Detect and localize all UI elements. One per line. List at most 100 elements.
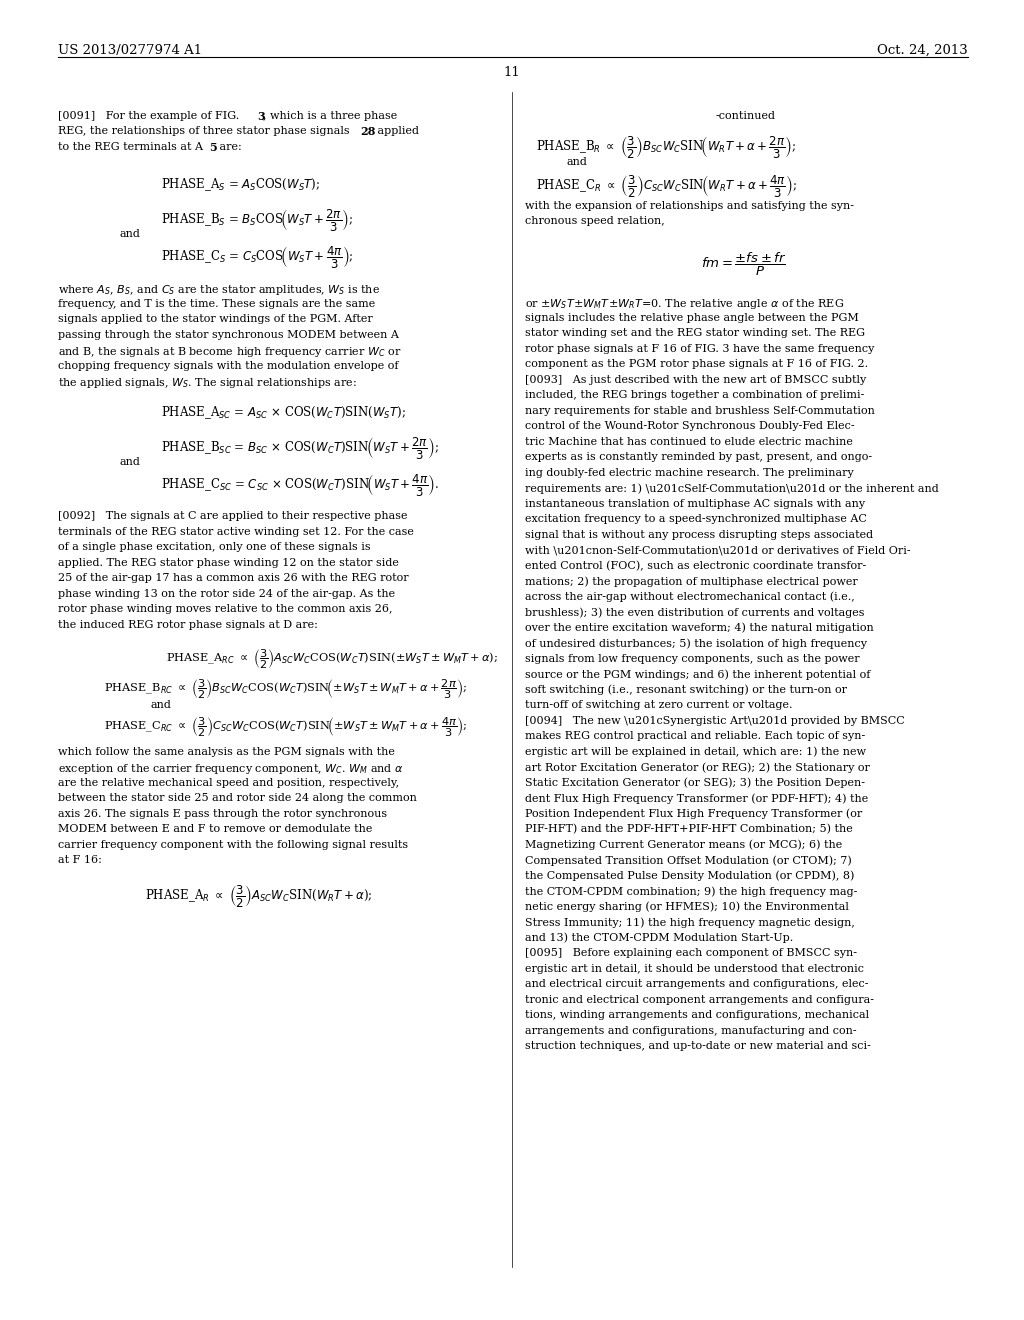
- Text: PHASE_B$_R$ $\propto$ $\left(\dfrac{3}{2}\right)$$B_{SC}W_C$SIN$\!\left(W_R T+\a: PHASE_B$_R$ $\propto$ $\left(\dfrac{3}{2…: [536, 135, 796, 160]
- Text: [0092]   The signals at C are applied to their respective phase: [0092] The signals at C are applied to t…: [58, 511, 408, 521]
- Text: Oct. 24, 2013: Oct. 24, 2013: [877, 44, 968, 57]
- Text: US 2013/0277974 A1: US 2013/0277974 A1: [58, 44, 203, 57]
- Text: PHASE_B$_{SC}$ = $B_{SC}$ $\times$ COS($W_C T$)SIN$\!\left(W_S T+\dfrac{2\pi}{3}: PHASE_B$_{SC}$ = $B_{SC}$ $\times$ COS($…: [161, 436, 438, 461]
- Text: MODEM between E and F to remove or demodulate the: MODEM between E and F to remove or demod…: [58, 825, 373, 834]
- Text: to the REG terminals at A: to the REG terminals at A: [58, 143, 207, 152]
- Text: tions, winding arrangements and configurations, mechanical: tions, winding arrangements and configur…: [525, 1011, 869, 1020]
- Text: with the expansion of relationships and satisfying the syn-: with the expansion of relationships and …: [525, 201, 854, 211]
- Text: included, the REG brings together a combination of prelimi-: included, the REG brings together a comb…: [525, 391, 864, 400]
- Text: and 13) the CTOM-CPDM Modulation Start-Up.: and 13) the CTOM-CPDM Modulation Start-U…: [525, 933, 794, 944]
- Text: the induced REG rotor phase signals at D are:: the induced REG rotor phase signals at D…: [58, 619, 318, 630]
- Text: the CTOM-CPDM combination; 9) the high frequency mag-: the CTOM-CPDM combination; 9) the high f…: [525, 887, 858, 898]
- Text: signal that is without any process disrupting steps associated: signal that is without any process disru…: [525, 529, 873, 540]
- Text: PHASE_A$_R$ $\propto$ $\left(\dfrac{3}{2}\right)$$A_{SC}W_C$SIN($W_R T+\alpha$);: PHASE_A$_R$ $\propto$ $\left(\dfrac{3}{2…: [145, 883, 373, 909]
- Text: brushless); 3) the even distribution of currents and voltages: brushless); 3) the even distribution of …: [525, 607, 865, 618]
- Text: source or the PGM windings; and 6) the inherent potential of: source or the PGM windings; and 6) the i…: [525, 669, 870, 680]
- Text: PIF-HFT) and the PDF-HFT+PIF-HFT Combination; 5) the: PIF-HFT) and the PDF-HFT+PIF-HFT Combina…: [525, 825, 853, 834]
- Text: and: and: [151, 701, 171, 710]
- Text: of a single phase excitation, only one of these signals is: of a single phase excitation, only one o…: [58, 543, 371, 552]
- Text: ented Control (FOC), such as electronic coordinate transfor-: ented Control (FOC), such as electronic …: [525, 561, 866, 572]
- Text: -continued: -continued: [716, 111, 775, 121]
- Text: rotor phase signals at F 16 of FIG. 3 have the same frequency: rotor phase signals at F 16 of FIG. 3 ha…: [525, 343, 874, 354]
- Text: arrangements and configurations, manufacturing and con-: arrangements and configurations, manufac…: [525, 1026, 857, 1036]
- Text: PHASE_C$_{SC}$ = $C_{SC}$ $\times$ COS($W_C T$)SIN$\!\left(W_S T+\dfrac{4\pi}{3}: PHASE_C$_{SC}$ = $C_{SC}$ $\times$ COS($…: [161, 473, 439, 498]
- Text: turn-off of switching at zero current or voltage.: turn-off of switching at zero current or…: [525, 701, 793, 710]
- Text: ergistic art in detail, it should be understood that electronic: ergistic art in detail, it should be und…: [525, 964, 864, 974]
- Text: where $A_S$, $B_S$, and $C_S$ are the stator amplitudes, $W_S$ is the: where $A_S$, $B_S$, and $C_S$ are the st…: [58, 282, 380, 297]
- Text: across the air-gap without electromechanical contact (i.e.,: across the air-gap without electromechan…: [525, 591, 855, 602]
- Text: with \u201cnon-Self-Commutation\u201d or derivatives of Field Ori-: with \u201cnon-Self-Commutation\u201d or…: [525, 545, 911, 556]
- Text: Stress Immunity; 11) the high frequency magnetic design,: Stress Immunity; 11) the high frequency …: [525, 917, 855, 928]
- Text: control of the Wound-Rotor Synchronous Doubly-Fed Elec-: control of the Wound-Rotor Synchronous D…: [525, 421, 855, 432]
- Text: and B, the signals at B become high frequency carrier $W_C$ or: and B, the signals at B become high freq…: [58, 345, 401, 359]
- Text: mations; 2) the propagation of multiphase electrical power: mations; 2) the propagation of multiphas…: [525, 577, 858, 587]
- Text: struction techniques, and up-to-date or new material and sci-: struction techniques, and up-to-date or …: [525, 1041, 871, 1052]
- Text: PHASE_A$_S$ = $A_S$COS($W_S T$);: PHASE_A$_S$ = $A_S$COS($W_S T$);: [161, 176, 319, 193]
- Text: ing doubly-fed electric machine research. The preliminary: ing doubly-fed electric machine research…: [525, 467, 854, 478]
- Text: experts as is constantly reminded by past, present, and ongo-: experts as is constantly reminded by pas…: [525, 453, 872, 462]
- Text: and: and: [566, 157, 587, 168]
- Text: applied: applied: [374, 127, 419, 136]
- Text: 28: 28: [360, 127, 376, 137]
- Text: axis 26. The signals E pass through the rotor synchronous: axis 26. The signals E pass through the …: [58, 809, 387, 818]
- Text: signals applied to the stator windings of the PGM. After: signals applied to the stator windings o…: [58, 314, 373, 325]
- Text: and: and: [120, 457, 140, 467]
- Text: 5: 5: [209, 143, 217, 153]
- Text: component as the PGM rotor phase signals at F 16 of FIG. 2.: component as the PGM rotor phase signals…: [525, 359, 868, 370]
- Text: [0091]   For the example of FIG.: [0091] For the example of FIG.: [58, 111, 243, 121]
- Text: $fm = \dfrac{\pm fs \pm fr}{P}$: $fm = \dfrac{\pm fs \pm fr}{P}$: [701, 251, 787, 277]
- Text: chronous speed relation,: chronous speed relation,: [525, 216, 665, 226]
- Text: Static Excitation Generator (or SEG); 3) the Position Depen-: Static Excitation Generator (or SEG); 3)…: [525, 777, 865, 788]
- Text: PHASE_B$_{RC}$ $\propto$ $\left(\dfrac{3}{2}\right)$$B_{SC}W_C$COS($W_C T$)SIN$\: PHASE_B$_{RC}$ $\propto$ $\left(\dfrac{3…: [104, 677, 468, 701]
- Text: soft switching (i.e., resonant switching) or the turn-on or: soft switching (i.e., resonant switching…: [525, 685, 847, 696]
- Text: tronic and electrical component arrangements and configura-: tronic and electrical component arrangem…: [525, 995, 874, 1005]
- Text: [0095]   Before explaining each component of BMSCC syn-: [0095] Before explaining each component …: [525, 949, 857, 958]
- Text: nary requirements for stable and brushless Self-Commutation: nary requirements for stable and brushle…: [525, 405, 876, 416]
- Text: makes REG control practical and reliable. Each topic of syn-: makes REG control practical and reliable…: [525, 731, 865, 742]
- Text: chopping frequency signals with the modulation envelope of: chopping frequency signals with the modu…: [58, 360, 399, 371]
- Text: signals from low frequency components, such as the power: signals from low frequency components, s…: [525, 653, 860, 664]
- Text: of undesired disturbances; 5) the isolation of high frequency: of undesired disturbances; 5) the isolat…: [525, 639, 867, 649]
- Text: at F 16:: at F 16:: [58, 855, 102, 866]
- Text: art Rotor Excitation Generator (or REG); 2) the Stationary or: art Rotor Excitation Generator (or REG);…: [525, 763, 870, 774]
- Text: are:: are:: [216, 143, 242, 152]
- Text: rotor phase winding moves relative to the common axis 26,: rotor phase winding moves relative to th…: [58, 605, 393, 614]
- Text: and electrical circuit arrangements and configurations, elec-: and electrical circuit arrangements and …: [525, 979, 868, 990]
- Text: are the relative mechanical speed and position, respectively,: are the relative mechanical speed and po…: [58, 777, 399, 788]
- Text: stator winding set and the REG stator winding set. The REG: stator winding set and the REG stator wi…: [525, 329, 865, 338]
- Text: PHASE_B$_S$ = $B_S$COS$\!\left(W_S T+\dfrac{2\pi}{3}\right)$;: PHASE_B$_S$ = $B_S$COS$\!\left(W_S T+\df…: [161, 207, 353, 234]
- Text: 25 of the air-gap 17 has a common axis 26 with the REG rotor: 25 of the air-gap 17 has a common axis 2…: [58, 573, 409, 583]
- Text: [0094]   The new \u201cSynergistic Art\u201d provided by BMSCC: [0094] The new \u201cSynergistic Art\u20…: [525, 715, 905, 726]
- Text: 3: 3: [257, 111, 265, 121]
- Text: or $\pm W_S T\!\pm\! W_M T\!\pm\! W_R T$=0. The relative angle $\alpha$ of the R: or $\pm W_S T\!\pm\! W_M T\!\pm\! W_R T$…: [525, 297, 845, 312]
- Text: the Compensated Pulse Density Modulation (or CPDM), 8): the Compensated Pulse Density Modulation…: [525, 871, 855, 882]
- Text: Position Independent Flux High Frequency Transformer (or: Position Independent Flux High Frequency…: [525, 809, 862, 820]
- Text: 11: 11: [504, 66, 520, 79]
- Text: dent Flux High Frequency Transformer (or PDF-HFT); 4) the: dent Flux High Frequency Transformer (or…: [525, 793, 868, 804]
- Text: and: and: [120, 228, 140, 239]
- Text: requirements are: 1) \u201cSelf-Commutation\u201d or the inherent and: requirements are: 1) \u201cSelf-Commutat…: [525, 483, 939, 494]
- Text: excitation frequency to a speed-synchronized multiphase AC: excitation frequency to a speed-synchron…: [525, 515, 867, 524]
- Text: instantaneous translation of multiphase AC signals with any: instantaneous translation of multiphase …: [525, 499, 865, 508]
- Text: REG, the relationships of three stator phase signals: REG, the relationships of three stator p…: [58, 127, 353, 136]
- Text: [0093]   As just described with the new art of BMSCC subtly: [0093] As just described with the new ar…: [525, 375, 866, 384]
- Text: tric Machine that has continued to elude electric machine: tric Machine that has continued to elude…: [525, 437, 853, 446]
- Text: exception of the carrier frequency component, $W_C$. $W_M$ and $\alpha$: exception of the carrier frequency compo…: [58, 763, 404, 776]
- Text: PHASE_C$_{RC}$ $\propto$ $\left(\dfrac{3}{2}\right)$$C_{SC}W_C$COS($W_C T$)SIN$\: PHASE_C$_{RC}$ $\propto$ $\left(\dfrac{3…: [104, 715, 468, 739]
- Text: between the stator side 25 and rotor side 24 along the common: between the stator side 25 and rotor sid…: [58, 793, 417, 804]
- Text: over the entire excitation waveform; 4) the natural mitigation: over the entire excitation waveform; 4) …: [525, 623, 874, 634]
- Text: PHASE_C$_S$ = $C_S$COS$\!\left(W_S T+\dfrac{4\pi}{3}\right)$;: PHASE_C$_S$ = $C_S$COS$\!\left(W_S T+\df…: [161, 244, 353, 271]
- Text: terminals of the REG stator active winding set 12. For the case: terminals of the REG stator active windi…: [58, 527, 415, 536]
- Text: passing through the stator synchronous MODEM between A: passing through the stator synchronous M…: [58, 330, 399, 339]
- Text: applied. The REG stator phase winding 12 on the stator side: applied. The REG stator phase winding 12…: [58, 557, 399, 568]
- Text: PHASE_C$_R$ $\propto$ $\left(\dfrac{3}{2}\right)$$C_{SC}W_C$SIN$\!\left(W_R T+\a: PHASE_C$_R$ $\propto$ $\left(\dfrac{3}{2…: [536, 173, 797, 199]
- Text: signals includes the relative phase angle between the PGM: signals includes the relative phase angl…: [525, 313, 859, 322]
- Text: which follow the same analysis as the PGM signals with the: which follow the same analysis as the PG…: [58, 747, 395, 756]
- Text: Magnetizing Current Generator means (or MCG); 6) the: Magnetizing Current Generator means (or …: [525, 840, 843, 850]
- Text: PHASE_A$_{RC}$ $\propto$ $\left(\dfrac{3}{2}\right)$$A_{SC}W_C$COS($W_C T$)SIN($: PHASE_A$_{RC}$ $\propto$ $\left(\dfrac{3…: [166, 648, 498, 671]
- Text: PHASE_A$_{SC}$ = $A_{SC}$ $\times$ COS($W_C T$)SIN($W_S T$);: PHASE_A$_{SC}$ = $A_{SC}$ $\times$ COS($…: [161, 404, 406, 421]
- Text: phase winding 13 on the rotor side 24 of the air-gap. As the: phase winding 13 on the rotor side 24 of…: [58, 589, 395, 598]
- Text: , which is a three phase: , which is a three phase: [263, 111, 397, 121]
- Text: frequency, and T is the time. These signals are the same: frequency, and T is the time. These sign…: [58, 298, 376, 309]
- Text: the applied signals, $W_S$. The signal relationships are:: the applied signals, $W_S$. The signal r…: [58, 376, 357, 391]
